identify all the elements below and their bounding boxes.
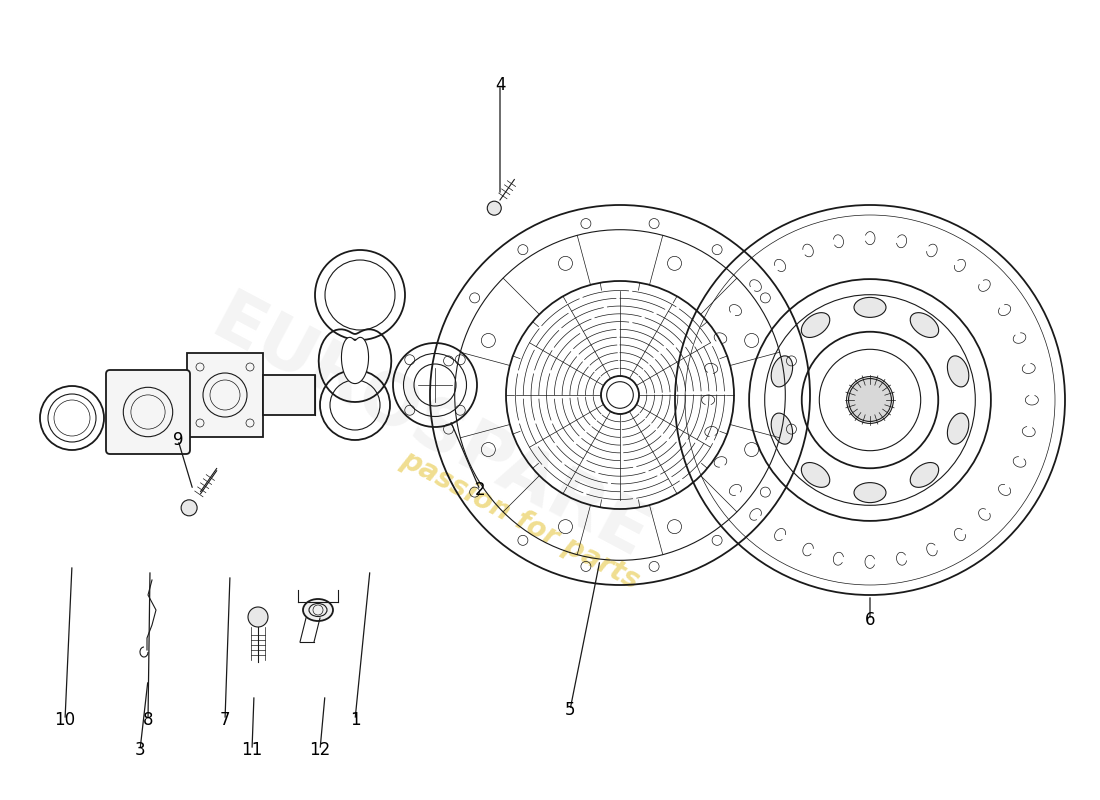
Text: 2: 2 — [475, 481, 485, 499]
Ellipse shape — [910, 313, 938, 338]
Ellipse shape — [947, 356, 969, 387]
Ellipse shape — [854, 298, 886, 318]
Ellipse shape — [771, 413, 793, 444]
Text: passion for parts: passion for parts — [396, 445, 645, 595]
Polygon shape — [263, 375, 315, 415]
Text: 8: 8 — [143, 711, 153, 729]
Text: 10: 10 — [54, 711, 76, 729]
FancyBboxPatch shape — [106, 370, 190, 454]
Text: 12: 12 — [309, 741, 331, 759]
Polygon shape — [341, 338, 368, 384]
Ellipse shape — [302, 599, 333, 621]
Polygon shape — [187, 353, 263, 437]
Ellipse shape — [910, 462, 938, 487]
Text: 7: 7 — [220, 711, 230, 729]
Text: 6: 6 — [865, 611, 876, 629]
Text: EUROSPARE: EUROSPARE — [200, 286, 660, 574]
Text: 1: 1 — [350, 711, 361, 729]
Ellipse shape — [947, 413, 969, 444]
Text: 11: 11 — [241, 741, 263, 759]
Circle shape — [182, 500, 197, 516]
Text: 3: 3 — [134, 741, 145, 759]
Ellipse shape — [854, 482, 886, 502]
Text: 4: 4 — [495, 76, 505, 94]
Text: 9: 9 — [173, 431, 184, 449]
Text: 5: 5 — [564, 701, 575, 719]
Circle shape — [848, 378, 891, 422]
Circle shape — [248, 607, 268, 627]
Ellipse shape — [801, 462, 829, 487]
Circle shape — [487, 201, 502, 215]
Ellipse shape — [801, 313, 829, 338]
Ellipse shape — [771, 356, 793, 387]
